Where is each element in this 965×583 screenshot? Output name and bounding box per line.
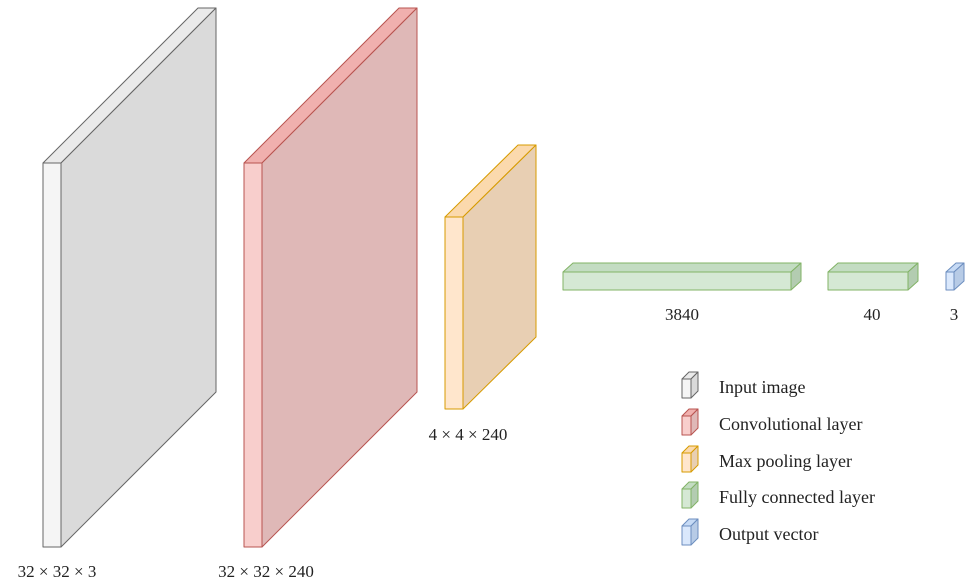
layer-pool-front bbox=[444, 216, 464, 410]
legend-label-convolutional: Convolutional layer bbox=[719, 414, 862, 434]
layer-input-side bbox=[60, 7, 217, 548]
legend-swatch-max-pooling bbox=[681, 445, 699, 473]
legend-swatch-convolutional bbox=[681, 408, 699, 436]
layer-input-dim-label: 32 × 32 × 3 bbox=[18, 562, 97, 581]
layer-fc1-dim-label: 3840 bbox=[665, 305, 699, 324]
layer-pool-side bbox=[462, 144, 537, 410]
legend-label-max-pooling: Max pooling layer bbox=[719, 451, 852, 471]
legend-label-input-image: Input image bbox=[719, 377, 805, 397]
legend-item-input-image: Input image bbox=[681, 371, 805, 399]
legend-swatch-input-image bbox=[681, 371, 699, 399]
layer-pool-dim-label: 4 × 4 × 240 bbox=[429, 425, 508, 444]
layer-pool-block bbox=[444, 144, 537, 410]
layer-out-dim-label: 3 bbox=[950, 305, 959, 324]
layer-out-block bbox=[945, 262, 965, 291]
layer-fc1-top bbox=[562, 262, 802, 273]
layer-conv-block bbox=[243, 7, 418, 548]
legend: Input image Convolutional layer Max pool… bbox=[681, 371, 875, 546]
layer-out-front bbox=[945, 271, 955, 291]
layer-fc2-top bbox=[827, 262, 919, 273]
layer-conv-side bbox=[261, 7, 418, 548]
legend-item-fully-connected: Fully connected layer bbox=[681, 481, 875, 509]
layer-fc2-front bbox=[827, 271, 909, 291]
legend-item-max-pooling: Max pooling layer bbox=[681, 445, 852, 473]
legend-item-output-vector: Output vector bbox=[681, 518, 818, 546]
layer-input-front bbox=[42, 162, 62, 548]
layer-fc2-block bbox=[827, 262, 919, 291]
layer-fc2-dim-label: 40 bbox=[864, 305, 881, 324]
legend-label-fully-connected: Fully connected layer bbox=[719, 487, 875, 507]
legend-swatch-output-vector bbox=[681, 518, 699, 546]
layer-fc1-block bbox=[562, 262, 802, 291]
layer-conv-dim-label: 32 × 32 × 240 bbox=[218, 562, 314, 581]
layer-input-block bbox=[42, 7, 217, 548]
legend-swatch-fully-connected bbox=[681, 481, 699, 509]
legend-label-output-vector: Output vector bbox=[719, 524, 818, 544]
layer-conv-front bbox=[243, 162, 263, 548]
legend-item-convolutional: Convolutional layer bbox=[681, 408, 862, 436]
layer-fc1-front bbox=[562, 271, 792, 291]
